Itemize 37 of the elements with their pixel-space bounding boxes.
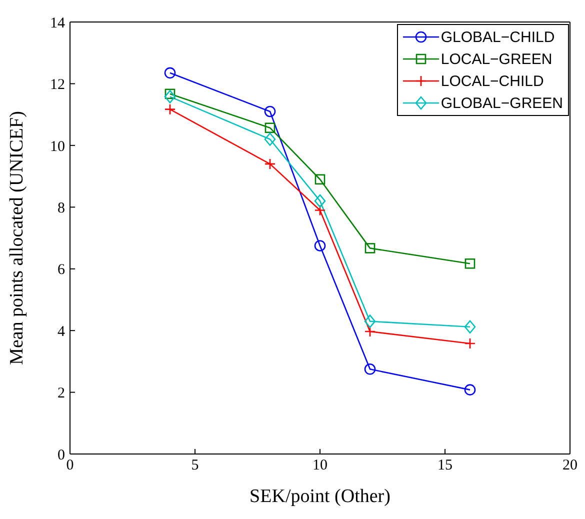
point	[164, 104, 176, 115]
y-tick-label: 6	[58, 262, 66, 278]
y-tick-label: 14	[50, 15, 66, 32]
point	[164, 90, 176, 104]
point	[314, 240, 326, 252]
point	[364, 326, 376, 338]
x-tick-label: 20	[562, 458, 578, 474]
point	[464, 320, 476, 334]
point	[264, 132, 276, 146]
legend-label: GLOBAL−GREEN	[440, 94, 563, 112]
y-tick-label: 8	[58, 200, 65, 216]
legend-label: LOCAL−CHILD	[440, 72, 544, 90]
point	[264, 106, 276, 118]
point	[364, 314, 376, 328]
point	[364, 243, 376, 254]
x-tick-label: 10	[312, 458, 328, 474]
point	[314, 194, 326, 208]
y-tick-label: 4	[58, 324, 66, 340]
y-tick-label: 2	[58, 386, 65, 402]
y-tick-label: 0	[58, 447, 65, 464]
y-axis-title: Mean points allocated (UNICEF)	[6, 111, 28, 365]
legend-label: LOCAL−GREEN	[440, 50, 552, 68]
point	[364, 363, 376, 375]
x-axis-title: SEK/point (Other)	[250, 486, 390, 507]
x-tick-label: 5	[191, 458, 199, 474]
x-tick-label: 15	[438, 458, 452, 474]
point	[464, 258, 476, 269]
legend-label: GLOBAL−CHILD	[440, 28, 555, 46]
point	[314, 174, 326, 185]
y-tick-label: 12	[50, 77, 65, 94]
point	[164, 67, 176, 79]
point	[314, 204, 326, 216]
y-tick-label: 10	[50, 138, 65, 155]
point	[464, 338, 476, 350]
point	[264, 122, 276, 133]
point	[264, 158, 276, 170]
point	[464, 384, 476, 396]
